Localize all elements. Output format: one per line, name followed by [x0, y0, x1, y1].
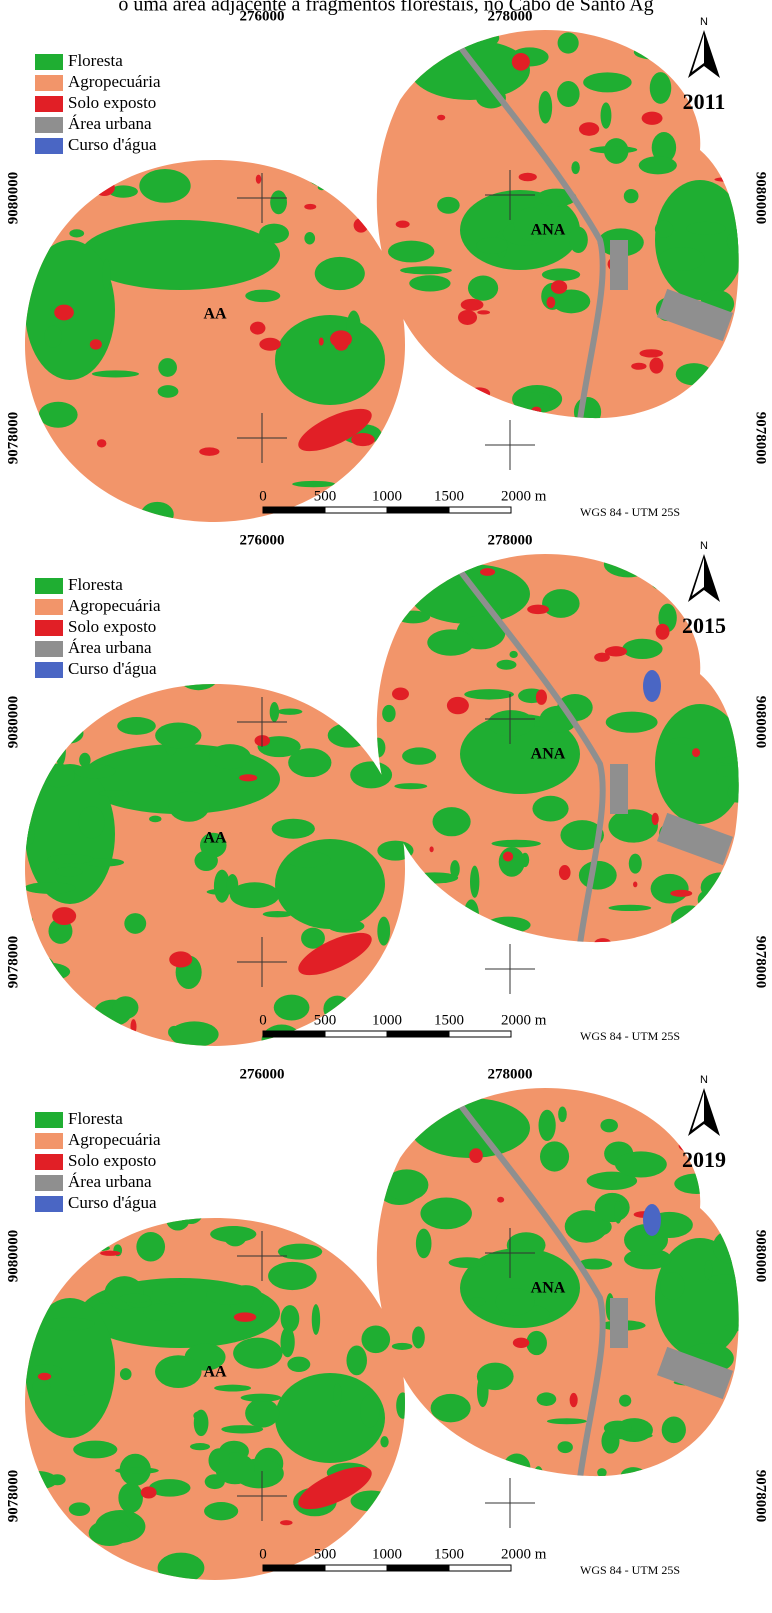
scale-label: 0	[259, 488, 267, 504]
legend-label: Área urbana	[68, 1172, 152, 1191]
x-coordinate: 278000	[488, 8, 533, 24]
site-label: AA	[203, 830, 227, 847]
x-coordinate: 276000	[240, 532, 285, 548]
x-coordinate: 276000	[240, 8, 285, 24]
site-label: AA	[203, 306, 227, 323]
y-coordinate: 9078000	[753, 936, 769, 989]
legend-swatch	[35, 96, 63, 112]
scale-label: 1000	[372, 1012, 402, 1028]
legend-label: Agropecuária	[68, 72, 161, 91]
scale-segment	[263, 1565, 325, 1571]
legend-swatch	[35, 54, 63, 70]
year-label: 2011	[683, 89, 726, 114]
x-coordinate: 276000	[240, 1066, 285, 1082]
scale-label: 500	[314, 1546, 337, 1562]
scale-segment	[325, 507, 387, 513]
scale-label: 500	[314, 1012, 337, 1028]
legend-label: Área urbana	[68, 114, 152, 133]
legend-swatch	[35, 1154, 63, 1170]
caption: o uma área adjacente a fragmentos flores…	[118, 0, 653, 16]
legend-swatch	[35, 75, 63, 91]
scale-label: 1500	[434, 488, 464, 504]
y-coordinate: 9080000	[753, 696, 769, 749]
scale-label: 1000	[372, 1546, 402, 1562]
scale-segment	[387, 1565, 449, 1571]
figure: o uma área adjacente a fragmentos flores…	[0, 0, 772, 1613]
legend-label: Área urbana	[68, 638, 152, 657]
legend-label: Curso d'água	[68, 659, 157, 678]
y-coordinate: 9080000	[5, 1230, 21, 1283]
north-label: N	[700, 1074, 708, 1086]
y-coordinate: 9078000	[753, 1470, 769, 1523]
legend-label: Floresta	[68, 575, 123, 594]
legend-swatch	[35, 1133, 63, 1149]
scale-segment	[263, 507, 325, 513]
scale-label: 0	[259, 1546, 267, 1562]
site-label: ANA	[531, 1280, 566, 1297]
y-coordinate: 9080000	[5, 172, 21, 225]
scale-segment	[263, 1031, 325, 1037]
y-coordinate: 9078000	[5, 936, 21, 989]
north-label: N	[700, 540, 708, 552]
legend-swatch	[35, 641, 63, 657]
scale-segment	[449, 1565, 511, 1571]
y-coordinate: 9078000	[5, 1470, 21, 1523]
year-label: 2015	[682, 613, 726, 638]
legend-label: Floresta	[68, 1109, 123, 1128]
crs-label: WGS 84 - UTM 25S	[580, 1029, 680, 1043]
map-panel: 276000 278000 9080000 9080000 9078000 9078000…	[0, 1058, 772, 1598]
scale-segment	[449, 1031, 511, 1037]
legend-swatch	[35, 620, 63, 636]
crs-label: WGS 84 - UTM 25S	[580, 505, 680, 519]
scale-segment	[325, 1031, 387, 1037]
year-label: 2019	[682, 1147, 726, 1172]
legend-swatch	[35, 1175, 63, 1191]
legend-label: Curso d'água	[68, 135, 157, 154]
scale-segment	[325, 1565, 387, 1571]
legend-swatch	[35, 1112, 63, 1128]
y-coordinate: 9078000	[5, 412, 21, 465]
legend-label: Solo exposto	[68, 1151, 156, 1170]
legend-swatch	[35, 578, 63, 594]
legend-swatch	[35, 117, 63, 133]
scale-label: 2000 m	[501, 1012, 547, 1028]
north-label: N	[700, 16, 708, 28]
site-label: ANA	[531, 746, 566, 763]
site-label: AA	[203, 1364, 227, 1381]
legend-swatch	[35, 138, 63, 154]
legend-swatch	[35, 599, 63, 615]
y-coordinate: 9080000	[753, 172, 769, 225]
legend-label: Agropecuária	[68, 1130, 161, 1149]
y-coordinate: 9078000	[753, 412, 769, 465]
legend-swatch	[35, 662, 63, 678]
legend-label: Solo exposto	[68, 93, 156, 112]
scale-label: 2000 m	[501, 1546, 547, 1562]
legend-label: Agropecuária	[68, 596, 161, 615]
scale-segment	[449, 507, 511, 513]
y-coordinate: 9080000	[753, 1230, 769, 1283]
x-coordinate: 278000	[488, 532, 533, 548]
crs-label: WGS 84 - UTM 25S	[580, 1563, 680, 1577]
legend-label: Floresta	[68, 51, 123, 70]
legend-swatch	[35, 1196, 63, 1212]
x-coordinate: 278000	[488, 1066, 533, 1082]
map-panel: 276000 278000 9080000 9080000 9078000 9078000…	[0, 0, 772, 540]
scale-segment	[387, 1031, 449, 1037]
scale-label: 0	[259, 1012, 267, 1028]
scale-label: 1500	[434, 1546, 464, 1562]
scale-label: 1000	[372, 488, 402, 504]
site-label: ANA	[531, 222, 566, 239]
scale-label: 500	[314, 488, 337, 504]
scale-label: 1500	[434, 1012, 464, 1028]
legend-label: Solo exposto	[68, 617, 156, 636]
legend-label: Curso d'água	[68, 1193, 157, 1212]
y-coordinate: 9080000	[5, 696, 21, 749]
map-panel: 276000 278000 9080000 9080000 9078000 9078000…	[0, 524, 772, 1064]
scale-segment	[387, 507, 449, 513]
scale-label: 2000 m	[501, 488, 547, 504]
